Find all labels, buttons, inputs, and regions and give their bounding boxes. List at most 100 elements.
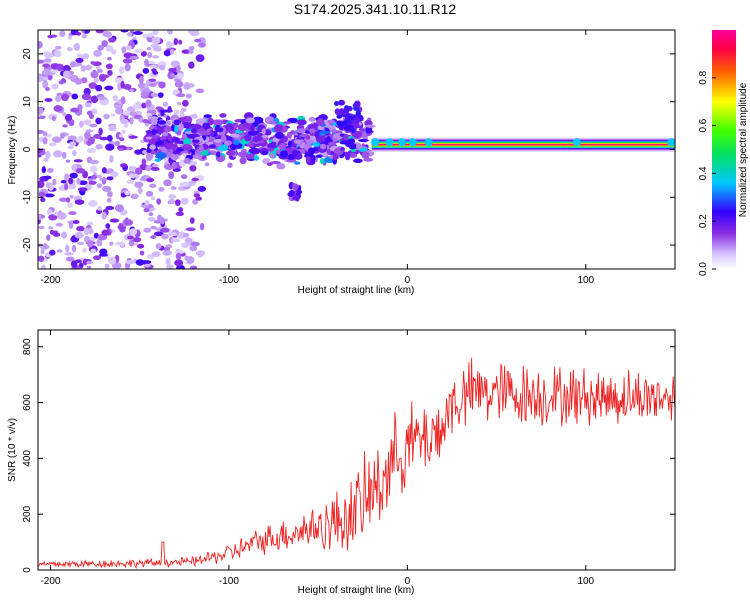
- heatmap-cell-686: [195, 54, 205, 63]
- heatmap-cell-1141: [344, 152, 351, 161]
- heatmap-cell-283: [195, 88, 205, 94]
- heatmap-cell-153: [96, 174, 103, 179]
- tone-spot-3: [408, 138, 417, 147]
- heatmap-cell-1233: [150, 118, 159, 126]
- heatmap-cell-303: [107, 256, 117, 265]
- heatmap-cell-540: [133, 31, 143, 35]
- heatmap-cell-616: [78, 187, 88, 192]
- heatmap-cell-625: [149, 183, 157, 188]
- heatmap-cell-86: [147, 60, 156, 65]
- heatmap-cell-258: [184, 237, 193, 244]
- heatmap-cell-1382: [149, 144, 157, 150]
- heatmap-cell-444: [74, 199, 85, 205]
- heatmap-cell-1378: [229, 133, 240, 138]
- heatmap-cell-1314: [365, 124, 376, 128]
- heatmap-cell-1120: [327, 119, 336, 124]
- snr-y-label-0: 0: [22, 567, 33, 573]
- heatmap-cell-299: [88, 82, 97, 90]
- heatmap-y-label-20: 20: [22, 48, 33, 60]
- heatmap-cell-298: [199, 222, 205, 231]
- heatmap-cell-998: [319, 158, 326, 165]
- heatmap-cell-359: [38, 76, 43, 83]
- heatmap-cells: [38, 30, 675, 269]
- heatmap-cell-1350: [147, 116, 159, 120]
- heatmap-cell-564: [109, 155, 114, 163]
- heatmap-cell-462: [167, 30, 173, 35]
- heatmap-cell-1387: [279, 150, 289, 158]
- heatmap-cell-1340: [157, 120, 167, 125]
- heatmap-cell-550: [178, 39, 183, 45]
- heatmap-cell-696: [166, 40, 173, 49]
- heatmap-cell-50: [88, 199, 98, 208]
- heatmap-cell-1436: [351, 119, 359, 124]
- heatmap-y-label--10: -10: [22, 190, 33, 205]
- heatmap-cell-337: [106, 176, 114, 181]
- heatmap-cell-525: [71, 164, 77, 172]
- heatmap-cell-1047: [237, 151, 249, 158]
- heatmap-cell-636: [106, 197, 112, 203]
- heatmap-cell-701: [353, 158, 363, 164]
- heatmap-cell-468: [62, 124, 68, 128]
- heatmap-cell-628: [51, 83, 59, 90]
- heatmap-cell-573: [75, 259, 82, 264]
- heatmap-cell-390: [62, 111, 67, 117]
- heatmap-cell-241: [96, 183, 103, 189]
- heatmap-cell-425: [145, 99, 152, 108]
- heatmap-cell-393: [176, 64, 181, 72]
- heatmap-cell-163: [147, 32, 154, 38]
- heatmap-cell-131: [141, 102, 147, 109]
- heatmap-cell-302: [188, 114, 198, 118]
- heatmap-cell-403: [129, 111, 138, 117]
- heatmap-cell-539: [67, 75, 77, 80]
- heatmap-cell-657: [189, 217, 195, 224]
- heatmap-cell-292: [188, 46, 195, 51]
- heatmap-cell-619: [65, 159, 71, 163]
- heatmap-cell-583: [38, 214, 42, 220]
- heatmap-cell-614: [150, 166, 160, 171]
- heatmap-cell-338: [81, 93, 92, 101]
- heatmap-cell-271: [152, 45, 162, 52]
- heatmap-cell-568: [129, 55, 140, 60]
- heatmap-cell-1362: [225, 150, 237, 156]
- heatmap-cell-698: [62, 70, 71, 79]
- figure-title: S174.2025.341.10.11.R12: [294, 1, 457, 17]
- heatmap-cell-612: [101, 40, 108, 48]
- heatmap-cell-239: [62, 65, 71, 72]
- heatmap-cell-10: [66, 46, 73, 52]
- heatmap-cell-1213: [276, 163, 286, 170]
- heatmap-cell-429: [120, 80, 125, 89]
- heatmap-cell-458: [43, 175, 52, 180]
- heatmap-cell-445: [195, 250, 206, 256]
- heatmap-cell-1365: [252, 116, 264, 124]
- heatmap-cell-1393: [347, 138, 355, 145]
- heatmap-cell-517: [95, 117, 102, 125]
- heatmap-cell-443: [159, 64, 166, 71]
- heatmap-cell-1308: [229, 143, 237, 151]
- heatmap-cell-1389: [291, 150, 299, 157]
- heatmap-cell-264: [178, 206, 184, 213]
- snr-y-label-200: 200: [22, 505, 33, 522]
- heatmap-cell-244: [110, 171, 119, 178]
- heatmap-cell-98: [52, 178, 57, 186]
- heatmap-cell-1329: [348, 143, 357, 150]
- heatmap-cell-1426: [334, 101, 339, 107]
- heatmap-cell-644: [40, 248, 45, 255]
- colorbar-label-0.8: 0.8: [698, 70, 709, 84]
- heatmap-cell-923: [161, 132, 169, 137]
- heatmap-cell-242: [68, 121, 75, 127]
- heatmap-cell-485: [135, 259, 145, 266]
- heatmap-cell-1272: [293, 161, 301, 165]
- heatmap-cell-1321: [220, 134, 227, 143]
- heatmap-cell-461: [60, 180, 67, 184]
- heatmap-cell-528: [97, 205, 103, 211]
- heatmap-cell-1383: [296, 128, 306, 134]
- heatmap-cell-1344: [320, 143, 327, 150]
- heatmap-cell-431: [167, 231, 178, 237]
- heatmap-cell-344: [76, 53, 84, 58]
- colorbar-label: Normalized spectral amplitude: [738, 82, 749, 217]
- heatmap-cell-213: [89, 123, 98, 128]
- heatmap-cell-1290: [358, 128, 367, 132]
- heatmap-cell-607: [123, 123, 129, 128]
- heatmap-cell-170: [95, 65, 101, 70]
